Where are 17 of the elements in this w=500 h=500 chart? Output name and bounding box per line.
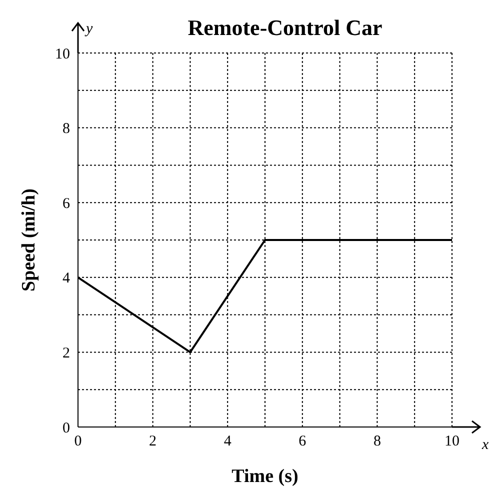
x-tick-label: 4 [224, 434, 232, 450]
text: y [84, 21, 93, 37]
y-tick-label: 6 [62, 196, 70, 212]
x-axis-title: Time (s) [232, 466, 298, 487]
y-tick-label: 4 [62, 270, 70, 287]
y-tick-label: 10 [55, 46, 70, 62]
x-tick-label: 10 [444, 434, 460, 450]
y-tick-label: 0 [62, 420, 70, 436]
x-tick-label: 0 [74, 434, 82, 450]
y-tick-label: 2 [62, 346, 70, 362]
x-tick-label: 8 [373, 434, 381, 450]
x-tick-label: 6 [298, 434, 307, 450]
y-axis-title: Speed (mi/h) [18, 188, 40, 292]
text: x [481, 437, 489, 453]
x-tick-label: 2 [149, 434, 157, 450]
y-tick-label: 8 [62, 121, 70, 138]
chart-title: Remote-Control Car [188, 15, 382, 40]
